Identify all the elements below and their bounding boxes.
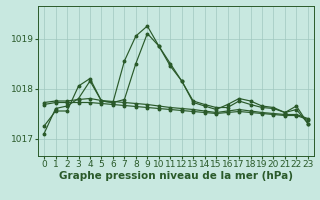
X-axis label: Graphe pression niveau de la mer (hPa): Graphe pression niveau de la mer (hPa) [59,171,293,181]
